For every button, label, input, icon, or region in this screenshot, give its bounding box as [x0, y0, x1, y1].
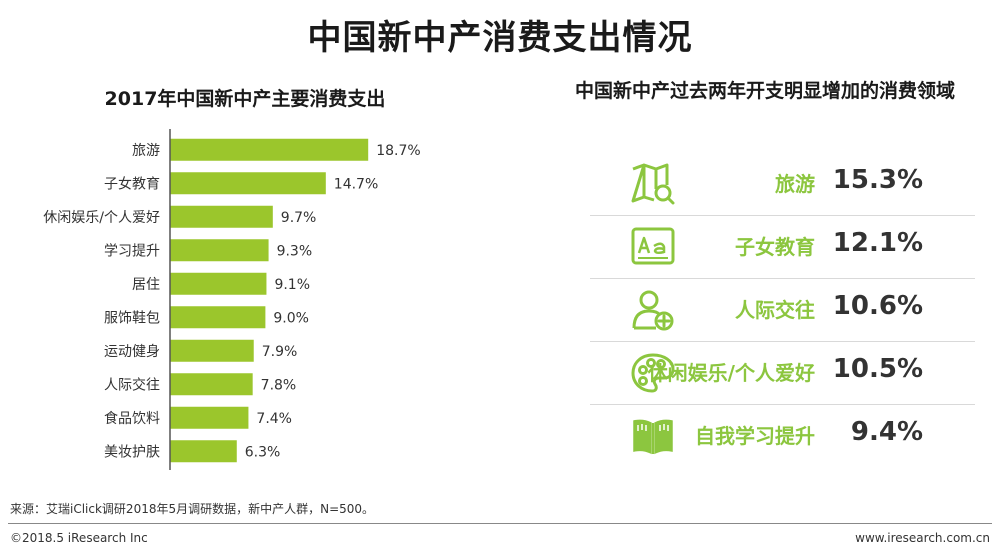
rank-value: 15.3% — [832, 165, 923, 195]
value-label: 9.0% — [273, 310, 309, 326]
rank-value: 12.1% — [832, 228, 923, 258]
value-label: 6.3% — [245, 444, 281, 460]
source-note: 来源：艾瑞iClick调研2018年5月调研数据，新中产人群，N=500。 — [10, 502, 375, 516]
open-book-icon — [630, 415, 676, 457]
category-label: 休闲娱乐/个人爱好 — [43, 210, 160, 226]
rank-label: 人际交往 — [735, 298, 815, 322]
category-label: 人际交往 — [104, 376, 160, 393]
website-link[interactable]: www.iresearch.com.cn — [855, 531, 990, 545]
copyright-text: ©2018.5 iResearch Inc — [10, 531, 148, 545]
palette-icon — [630, 352, 676, 394]
value-label: 18.7% — [376, 143, 420, 159]
map-search-icon — [630, 163, 676, 205]
rank-row-travel: 旅游 15.3% — [590, 153, 975, 216]
footer-divider — [8, 523, 992, 524]
value-label: 7.9% — [262, 344, 298, 360]
value-label: 9.3% — [277, 243, 313, 259]
left-chart-title: 2017年中国新中产主要消费支出 — [104, 88, 386, 110]
consumption-bar-chart: 旅游 18.7% 子女教育 14.7% 休闲娱乐/个人爱好 9.7% 学习提升 9.3% 居住 9… — [43, 129, 421, 470]
page-title: 中国新中产消费支出情况 — [307, 18, 693, 58]
category-label: 子女教育 — [104, 175, 160, 192]
bar-5 — [170, 306, 266, 329]
rank-row-social: 人际交往 10.6% — [590, 279, 975, 342]
bar-8 — [170, 406, 249, 429]
rank-label: 子女教育 — [735, 235, 815, 259]
bar-2 — [170, 205, 273, 228]
category-label: 居住 — [132, 277, 160, 293]
value-label: 7.4% — [256, 411, 292, 427]
rank-label: 休闲娱乐/个人爱好 — [647, 361, 815, 385]
category-label: 食品饮料 — [104, 410, 160, 427]
category-label: 旅游 — [132, 143, 160, 159]
rank-label: 自我学习提升 — [695, 424, 815, 448]
rank-row-leisure: 休闲娱乐/个人爱好 10.5% — [590, 342, 975, 405]
bar-6 — [170, 339, 254, 362]
category-label: 美妆护肤 — [104, 444, 160, 460]
bar-4 — [170, 272, 267, 295]
bar-7 — [170, 373, 253, 396]
bar-0 — [170, 138, 369, 161]
category-label: 运动健身 — [104, 344, 160, 360]
right-panel-title: 中国新中产过去两年开支明显增加的消费领域 — [574, 80, 955, 102]
rank-row-education: 子女教育 12.1% — [590, 216, 975, 279]
rank-value: 10.5% — [832, 354, 923, 384]
category-label: 学习提升 — [104, 243, 160, 259]
increased-spending-list: 旅游 15.3% 子女教育 12.1% 人际交往 10.6% — [590, 153, 975, 467]
person-add-icon — [630, 289, 676, 331]
value-label: 14.7% — [334, 176, 378, 192]
bar-3 — [170, 239, 269, 262]
category-label: 服饰鞋包 — [104, 310, 160, 326]
text-board-icon — [630, 226, 676, 268]
rank-value: 9.4% — [850, 417, 923, 447]
bar-1 — [170, 172, 326, 195]
value-label: 9.7% — [281, 210, 317, 226]
value-label: 7.8% — [261, 377, 297, 393]
value-label: 9.1% — [274, 277, 310, 293]
rank-row-self-learning: 自我学习提升 9.4% — [590, 405, 975, 467]
bar-9 — [170, 440, 237, 463]
rank-value: 10.6% — [832, 291, 923, 321]
rank-label: 旅游 — [775, 172, 815, 196]
